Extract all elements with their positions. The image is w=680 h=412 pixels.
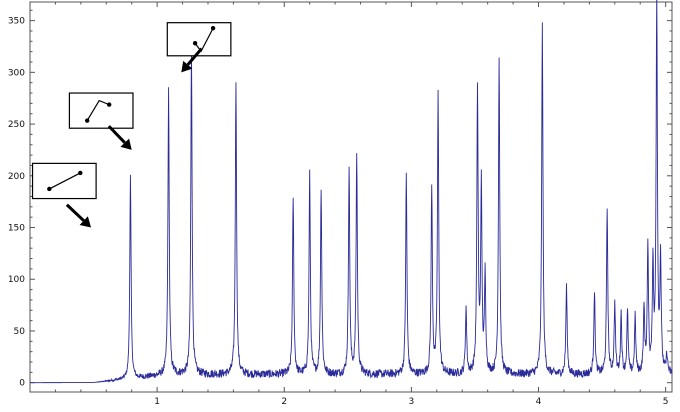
x-tick-label: 4 <box>536 397 542 407</box>
arrow-head <box>120 138 132 150</box>
y-tick-label: 250 <box>8 120 25 130</box>
arrow-shaft <box>65 203 85 222</box>
y-tick-label: 50 <box>14 327 26 337</box>
x-tick-label: 5 <box>663 397 669 407</box>
icon-dot <box>47 186 52 192</box>
icon-dot <box>84 118 90 123</box>
y-tick-label: 150 <box>8 224 25 234</box>
annotation-box <box>68 92 134 129</box>
icon-dot <box>106 102 112 107</box>
x-tick-label: 3 <box>409 397 415 407</box>
x-tick-label: 1 <box>154 397 160 407</box>
arrow-shaft <box>107 125 126 144</box>
plot-border <box>29 1 673 393</box>
plot-frame <box>29 1 673 393</box>
x-tick-label: 2 <box>281 397 287 407</box>
spectrum-series-line <box>30 0 673 384</box>
icon-dot <box>78 170 83 176</box>
icon-dot <box>210 26 216 31</box>
series-line-group <box>30 0 673 384</box>
y-tick-label: 0 <box>19 379 25 389</box>
y-tick-label: 350 <box>8 17 25 27</box>
arrow-head <box>181 60 193 73</box>
annotation-v-shape <box>166 22 232 73</box>
annotation-line-segment <box>31 162 97 228</box>
y-tick-label: 200 <box>8 172 25 182</box>
arrow-shaft <box>186 47 203 66</box>
y-tick-label: 100 <box>8 275 25 285</box>
arrow-head <box>79 216 92 228</box>
y-tick-label: 300 <box>8 68 25 78</box>
icon-dot <box>192 41 198 46</box>
icon-stroke <box>86 99 110 121</box>
angle-segment-icon <box>84 99 112 123</box>
annotations <box>31 22 232 228</box>
line-segment-icon <box>47 170 83 192</box>
icon-stroke <box>49 172 81 190</box>
annotation-angle-segment <box>68 92 134 150</box>
